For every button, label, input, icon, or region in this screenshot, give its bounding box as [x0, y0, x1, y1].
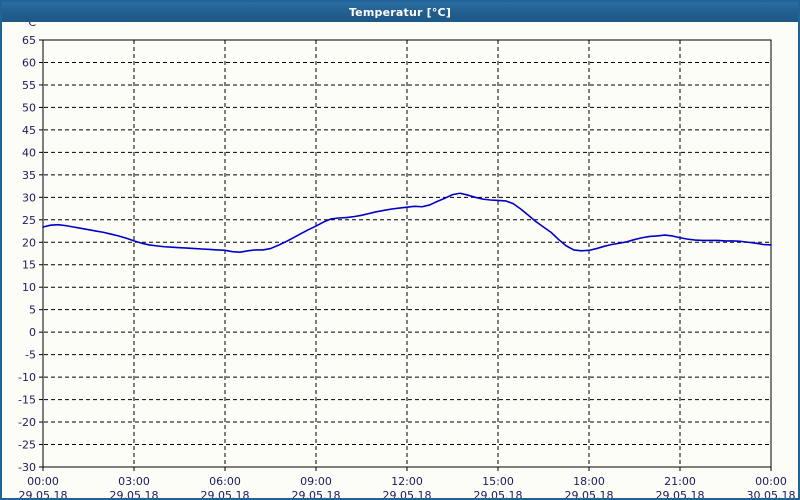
x-tick-time-label: 00:00: [755, 475, 787, 488]
y-tick-label: 60: [22, 56, 36, 69]
y-tick-label: 20: [22, 236, 36, 249]
window-title-bar: Temperatur [°C]: [2, 2, 798, 22]
y-gridlines: [44, 39, 771, 446]
x-tick-date-label: 29.05.18: [474, 489, 523, 498]
x-tick-time-label: 00:00: [27, 475, 59, 488]
y-tick-label: 50: [22, 101, 36, 114]
y-tick-label: -10: [18, 371, 36, 384]
y-tick-label: -20: [18, 416, 36, 429]
x-tick-time-label: 06:00: [209, 475, 241, 488]
x-gridlines: [133, 40, 681, 466]
y-tick-label: 30: [22, 191, 36, 204]
y-tick-marks: [39, 39, 43, 468]
y-axis-unit-label: °C: [23, 22, 37, 29]
temperature-series-line: [42, 192, 772, 253]
x-tick-date-label: 29.05.18: [383, 489, 432, 498]
x-tick-date-label: 29.05.18: [292, 489, 341, 498]
chart-plot: 65605550454035302520151050-5-10-15-20-25…: [18, 22, 796, 498]
y-tick-label: 45: [22, 124, 36, 137]
x-tick-time-label: 03:00: [118, 475, 150, 488]
y-tick-label: -25: [18, 439, 36, 452]
y-axis-tick-labels: 65605550454035302520151050-5-10-15-20-25…: [18, 34, 36, 474]
x-tick-date-label: 29.05.18: [110, 489, 159, 498]
x-tick-time-label: 15:00: [482, 475, 514, 488]
x-tick-time-label: 12:00: [391, 475, 423, 488]
y-tick-label: 0: [29, 326, 36, 339]
y-tick-label: -15: [18, 394, 36, 407]
x-tick-date-label: 29.05.18: [201, 489, 250, 498]
x-tick-time-label: 09:00: [300, 475, 332, 488]
x-tick-date-label: 29.05.18: [19, 489, 68, 498]
x-axis-tick-labels: 00:0029.05.1803:0029.05.1806:0029.05.180…: [19, 475, 796, 498]
page-title: Temperatur [°C]: [348, 5, 452, 19]
y-tick-label: -30: [18, 461, 36, 474]
x-tick-date-label: 30.05.18: [747, 489, 796, 498]
x-tick-date-label: 29.05.18: [565, 489, 614, 498]
y-tick-label: 5: [29, 304, 36, 317]
y-tick-label: 65: [22, 34, 36, 47]
plot-frame: [42, 39, 772, 468]
x-tick-date-label: 29.05.18: [656, 489, 705, 498]
y-tick-label: 35: [22, 169, 36, 182]
x-tick-time-label: 21:00: [664, 475, 696, 488]
y-tick-label: 15: [22, 259, 36, 272]
chart-canvas: 65 60 55 50 45 40 35 30 25 20 15 10 5 0 -5 -10 -15 -20 -25…: [2, 22, 798, 498]
y-tick-label: -5: [25, 349, 36, 362]
x-tick-time-label: 18:00: [573, 475, 605, 488]
y-tick-label: 10: [22, 281, 36, 294]
y-tick-label: 55: [22, 79, 36, 92]
x-tick-marks: [42, 467, 772, 471]
y-tick-label: 40: [22, 146, 36, 159]
y-tick-label: 25: [22, 214, 36, 227]
